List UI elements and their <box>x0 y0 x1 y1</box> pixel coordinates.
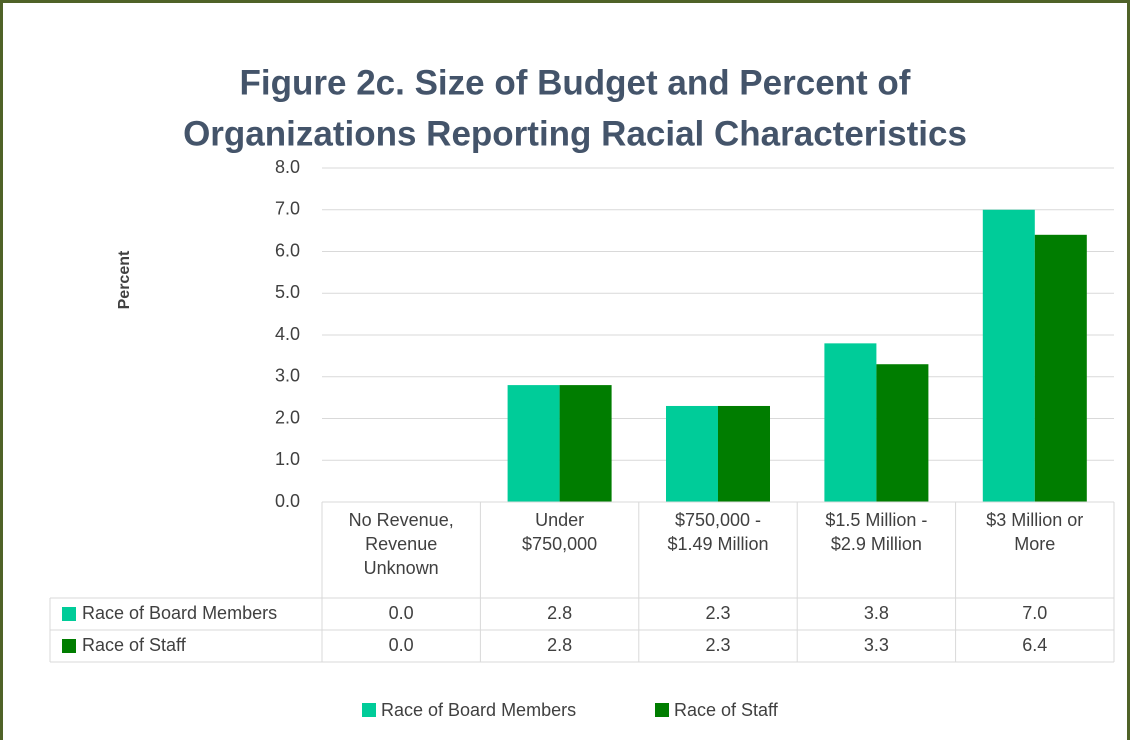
table-row-label: Race of Staff <box>82 635 187 655</box>
bar <box>876 364 929 502</box>
data-label: 2.8 <box>547 603 572 623</box>
x-tick-label: $750,000 - $1.49 Million <box>667 510 769 554</box>
bar <box>666 405 718 502</box>
data-label: 0.0 <box>389 635 414 655</box>
legend-label: Race of Board Members <box>381 700 576 720</box>
data-label: 3.3 <box>864 635 889 655</box>
legend-swatch <box>655 703 669 717</box>
data-label: 2.3 <box>705 635 730 655</box>
y-tick-label: 3.0 <box>275 366 300 386</box>
chart-title: Organizations Reporting Racial Character… <box>183 114 967 153</box>
table-row-label: Race of Board Members <box>82 603 277 623</box>
y-tick-label: 5.0 <box>275 282 300 302</box>
bar <box>559 385 612 502</box>
bar <box>507 385 560 502</box>
data-label: 2.3 <box>705 603 730 623</box>
bar <box>718 405 770 502</box>
y-tick-label: 8.0 <box>275 157 300 177</box>
y-tick-label: 4.0 <box>275 324 300 344</box>
x-tick-label: $3 Million or More <box>986 510 1084 554</box>
data-label: 0.0 <box>389 603 414 623</box>
legend-label: Race of Staff <box>674 700 779 720</box>
y-tick-label: 0.0 <box>275 491 300 511</box>
bar <box>824 343 877 502</box>
data-label: 2.8 <box>547 635 572 655</box>
legend-swatch <box>62 639 76 653</box>
y-tick-label: 7.0 <box>275 199 300 219</box>
y-tick-label: 6.0 <box>275 240 300 260</box>
y-axis-label: Percent <box>116 250 133 309</box>
x-tick-label: No Revenue, Revenue Unknown <box>348 510 454 578</box>
y-tick-label: 1.0 <box>275 449 300 469</box>
bar <box>1034 234 1087 503</box>
data-label: 3.8 <box>864 603 889 623</box>
chart-title: Figure 2c. Size of Budget and Percent of <box>240 63 911 102</box>
x-tick-label: Under $750,000 <box>522 510 598 554</box>
bar <box>982 209 1035 502</box>
legend-swatch <box>362 703 376 717</box>
x-tick-label: $1.5 Million - $2.9 Million <box>825 510 928 554</box>
data-label: 6.4 <box>1022 635 1047 655</box>
y-tick-label: 2.0 <box>275 407 300 427</box>
data-label: 7.0 <box>1022 603 1047 623</box>
legend-swatch <box>62 607 76 621</box>
